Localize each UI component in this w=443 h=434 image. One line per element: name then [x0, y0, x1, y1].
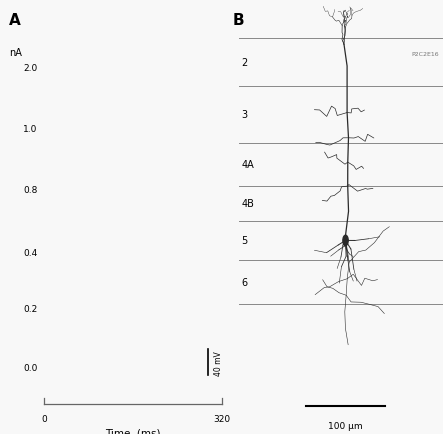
Text: 320: 320	[213, 414, 230, 424]
Text: 2: 2	[241, 58, 248, 68]
Text: 0.4: 0.4	[23, 248, 38, 257]
Text: A: A	[9, 13, 21, 28]
Circle shape	[343, 236, 348, 246]
Text: 4B: 4B	[241, 199, 254, 209]
Text: 0.0: 0.0	[23, 363, 38, 372]
Text: B: B	[233, 13, 244, 28]
Text: nA: nA	[9, 48, 22, 58]
Text: Time  (ms): Time (ms)	[105, 427, 161, 434]
Text: 4A: 4A	[241, 160, 254, 170]
Text: 0.2: 0.2	[23, 305, 38, 313]
Text: 3: 3	[241, 110, 248, 120]
Text: 5: 5	[241, 236, 248, 246]
Text: P2C2E16: P2C2E16	[411, 52, 439, 57]
Text: 100 μm: 100 μm	[328, 421, 363, 430]
Text: 6: 6	[241, 277, 248, 287]
Text: 40 mV: 40 mV	[214, 350, 223, 375]
Text: 2.0: 2.0	[23, 64, 38, 72]
Text: 0.8: 0.8	[23, 185, 38, 194]
Text: 0: 0	[42, 414, 47, 424]
Text: 1.0: 1.0	[23, 125, 38, 133]
